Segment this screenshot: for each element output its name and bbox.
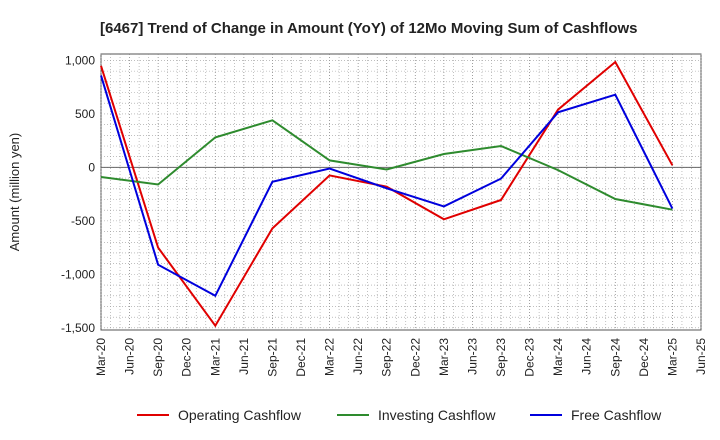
free-cashflow-line (100, 75, 674, 298)
x-tick-label: Mar-23 (437, 338, 451, 376)
legend-label: Operating Cashflow (178, 407, 302, 423)
y-axis-label: Amount (million yen) (7, 133, 22, 252)
x-tick-label: Dec-23 (523, 338, 537, 377)
y-tick-labels: 1,000 500 0 -500 -1,000 -1,500 (61, 53, 95, 334)
legend-label: Free Cashflow (571, 407, 662, 423)
x-tick-label: Sep-22 (380, 338, 394, 377)
x-tick-label: Sep-23 (494, 338, 508, 377)
chart-title: [6467] Trend of Change in Amount (YoY) o… (100, 20, 638, 37)
x-tick-label: Dec-22 (408, 338, 422, 377)
x-tick-label: Mar-22 (323, 338, 337, 376)
y-tick-label: 500 (75, 107, 95, 121)
x-tick-labels: Mar-20 Jun-20 Sep-20 Dec-20 Mar-21 Jun-21 Sep-… (94, 338, 708, 377)
x-tick-label: Jun-23 (465, 338, 479, 375)
x-tick-label: Dec-20 (180, 338, 194, 377)
grid-layer (100, 54, 702, 330)
legend: Operating Cashflow Investing Cashflow Free… (137, 407, 662, 423)
series-layer (100, 60, 674, 328)
legend-item-investing-cashflow: Investing Cashflow (337, 407, 496, 423)
legend-item-operating-cashflow: Operating Cashflow (137, 407, 302, 423)
x-tick-label: Sep-20 (151, 338, 165, 377)
x-tick-label: Jun-22 (351, 338, 365, 375)
x-tick-label: Mar-20 (94, 338, 108, 376)
x-tick-label: Dec-24 (637, 338, 651, 377)
y-tick-label: -1,500 (61, 321, 95, 335)
x-tick-label: Dec-21 (294, 338, 308, 377)
y-tick-label: -500 (71, 214, 95, 228)
operating-cashflow-line (100, 60, 674, 328)
x-tick-label: Sep-21 (265, 338, 279, 377)
y-tick-label: 0 (88, 160, 95, 174)
x-tick-label: Mar-21 (208, 338, 222, 376)
x-tick-label: Sep-24 (608, 338, 622, 377)
y-tick-label: -1,000 (61, 267, 95, 281)
legend-label: Investing Cashflow (378, 407, 496, 423)
legend-item-free-cashflow: Free Cashflow (530, 407, 662, 423)
x-tick-label: Jun-21 (237, 338, 251, 375)
x-tick-label: Mar-24 (551, 338, 565, 376)
investing-cashflow-line (100, 119, 673, 211)
x-tick-label: Jun-25 (694, 338, 708, 375)
y-tick-label: 1,000 (65, 53, 95, 67)
x-tick-label: Jun-24 (580, 338, 594, 375)
x-tick-label: Jun-20 (123, 338, 137, 375)
x-tick-label: Mar-25 (665, 338, 679, 376)
